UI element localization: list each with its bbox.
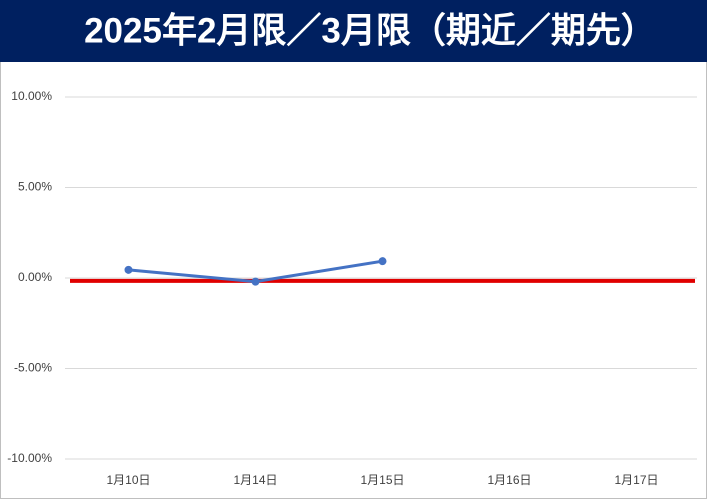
data-point	[378, 257, 387, 266]
x-tick-label: 1月16日	[487, 473, 531, 487]
title-bar	[0, 0, 707, 62]
y-tick-label: -10.00%	[7, 451, 52, 465]
y-tick-label: 10.00%	[11, 89, 52, 103]
data-point	[251, 277, 260, 286]
y-tick-label: 5.00%	[18, 180, 52, 194]
y-tick-label: 0.00%	[18, 270, 52, 284]
x-tick-label: 1月14日	[233, 473, 277, 487]
chart-title: 2025年2月限／3月限（期近／期先）	[84, 11, 656, 50]
x-tick-label: 1月15日	[360, 473, 404, 487]
x-tick-label: 1月17日	[614, 473, 658, 487]
data-point	[124, 265, 133, 274]
y-tick-label: -5.00%	[14, 361, 52, 375]
x-tick-label: 1月10日	[106, 473, 150, 487]
